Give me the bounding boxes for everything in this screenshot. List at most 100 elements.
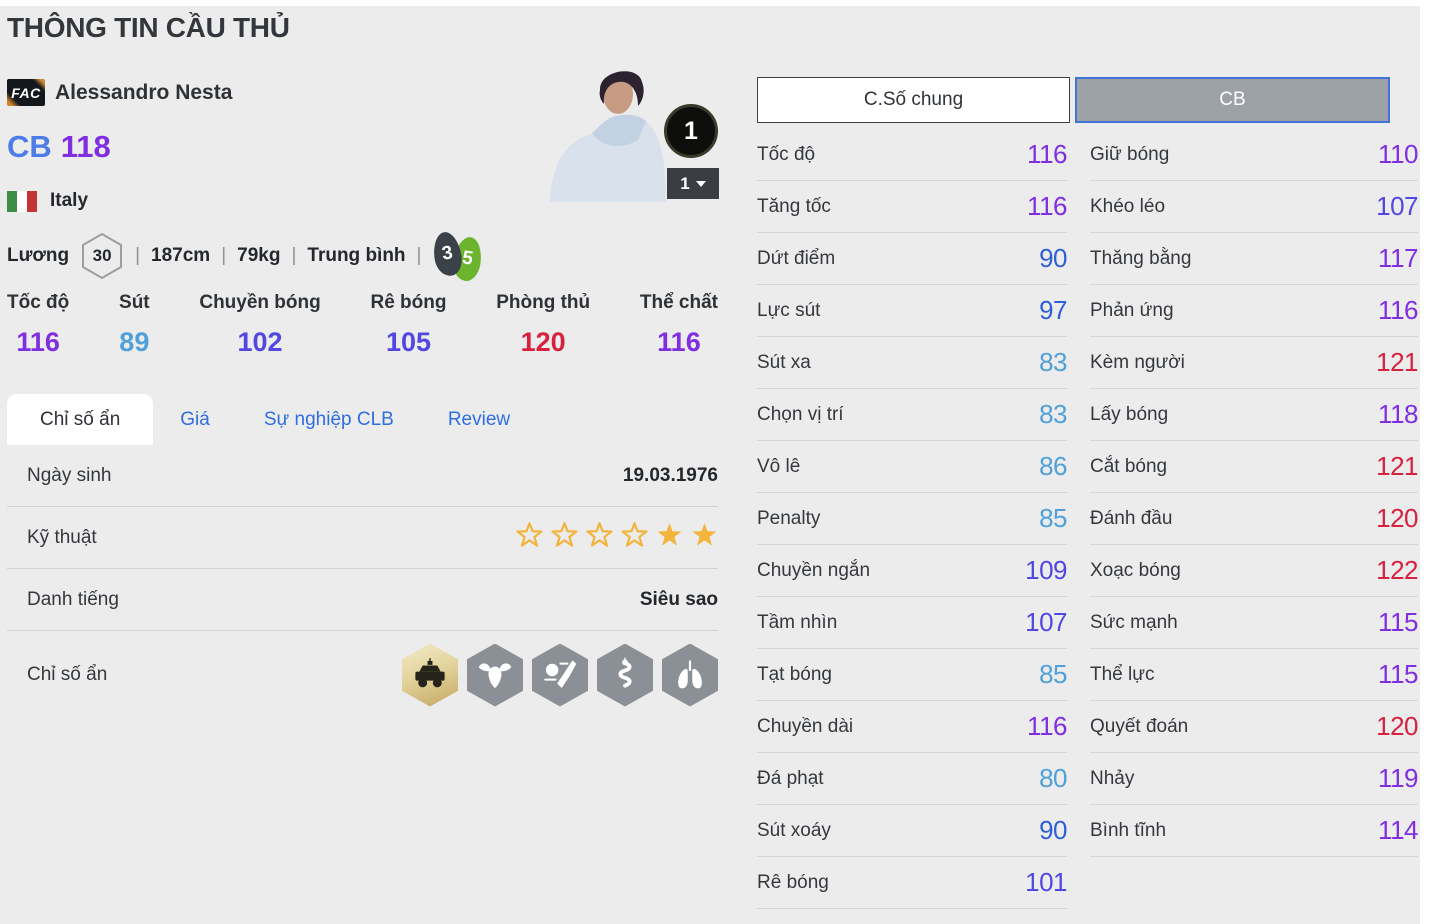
stat-label: Dứt điểm (757, 247, 836, 269)
detail-tab-general[interactable]: C.Số chung (757, 77, 1070, 123)
stat-label: Khéo léo (1090, 195, 1166, 217)
stat-label: Đánh đầu (1090, 507, 1173, 529)
foot-skill-label: Trung bình (307, 245, 406, 266)
tab-price[interactable]: Giá (180, 408, 210, 430)
stat-row: Thể lực 115 (1090, 649, 1418, 701)
nation-row: Italy (7, 190, 88, 212)
content-area (0, 6, 1420, 924)
hidden-traits-label: Chỉ số ẩn (27, 664, 108, 685)
summary-stat-value: 120 (520, 327, 566, 357)
stat-value: 107 (1376, 191, 1418, 221)
stat-row: Tầm nhìn 107 (757, 597, 1067, 649)
summary-stat-label: Thể chất (639, 292, 718, 313)
fame-value: Siêu sao (639, 588, 718, 610)
stat-row: Thăng bằng 117 (1090, 233, 1418, 285)
fac-badge-icon: FAC (7, 79, 45, 106)
stat-row: Phản ứng 116 (1090, 285, 1418, 337)
stat-value: 121 (1376, 451, 1418, 481)
stat-label: Chuyền dài (757, 715, 854, 737)
stat-value: 120 (1376, 503, 1418, 533)
player-portrait-image (550, 71, 666, 202)
stat-row: Chọn vị trí 83 (757, 389, 1067, 441)
stat-label: Nhảy (1090, 767, 1135, 789)
stat-value: 121 (1376, 347, 1418, 377)
player-name: Alessandro Nesta (55, 80, 233, 104)
stat-row: Vô lê 86 (757, 441, 1067, 493)
star-outline-icon (516, 521, 543, 554)
tab-club-career[interactable]: Sự nghiệp CLB (263, 408, 394, 430)
skill-row: Kỹ thuật (7, 507, 718, 569)
hidden-trait-icons (402, 643, 718, 707)
hidden-traits-row: Chỉ số ẩn (7, 631, 718, 719)
stat-row: Tốc độ 116 (757, 129, 1067, 181)
stat-value: 117 (1378, 243, 1418, 273)
stat-label: Đá phạt (757, 767, 824, 789)
stat-row: Đánh đầu 120 (1090, 493, 1418, 545)
stat-label: Lực sút (757, 299, 821, 321)
stat-value: 101 (1025, 867, 1067, 897)
stat-row: Nhảy 119 (1090, 753, 1418, 805)
stat-label: Tốc độ (757, 143, 816, 165)
stat-row: Xoạc bóng 122 (1090, 545, 1418, 597)
detail-tab-buttons: C.Số chung CB (757, 77, 1390, 123)
stat-row: Lấy bóng 118 (1090, 389, 1418, 441)
stat-value: 80 (1039, 763, 1067, 793)
stat-value: 116 (1027, 139, 1067, 169)
separator: | (291, 245, 297, 266)
stat-row: Kèm người 121 (1090, 337, 1418, 389)
stat-value: 116 (1378, 295, 1418, 325)
tab-review[interactable]: Review (447, 408, 511, 430)
stat-row: Đá phạt 80 (757, 753, 1067, 805)
summary-stat-label: Phòng thủ (496, 292, 591, 313)
star-outline-icon (551, 521, 578, 554)
stat-label: Bình tĩnh (1090, 819, 1167, 841)
separator: | (221, 245, 227, 266)
stat-row: Sút xa 83 (757, 337, 1067, 389)
stat-label: Quyết đoán (1090, 715, 1189, 737)
stat-row: Lực sút 97 (757, 285, 1067, 337)
stat-value: 118 (1378, 399, 1418, 429)
stat-label: Thăng bằng (1090, 247, 1192, 269)
stat-label: Phản ứng (1090, 299, 1174, 321)
stat-label: Sức mạnh (1090, 611, 1178, 633)
summary-stat-label: Sút (119, 292, 150, 313)
stat-label: Tăng tốc (757, 195, 831, 217)
tab-hidden-stats[interactable]: Chỉ số ẩn (7, 394, 154, 445)
weight-value: 79kg (237, 245, 281, 266)
player-photo: 1 1 (538, 56, 720, 203)
summary-stat: Rê bóng 105 (370, 292, 446, 358)
italy-flag-icon (7, 190, 37, 212)
separator: | (135, 245, 141, 266)
stat-value: 90 (1039, 815, 1067, 845)
stat-value: 116 (1027, 711, 1067, 741)
stat-row: Rê bóng 101 (757, 857, 1067, 909)
grade-dropdown-value: 1 (680, 173, 690, 193)
chevron-down-icon (695, 180, 706, 187)
detail-tab-cb[interactable]: CB (1075, 77, 1390, 123)
salary-value: 30 (92, 246, 112, 265)
stat-value: 114 (1378, 815, 1418, 845)
stat-row: Bình tĩnh 114 (1090, 805, 1418, 857)
police-car-icon (402, 643, 458, 707)
stat-label: Rê bóng (757, 871, 829, 893)
stat-value: 115 (1378, 659, 1418, 689)
stat-value: 97 (1039, 295, 1067, 325)
hidden-info-table: Ngày sinh 19.03.1976 Kỹ thuật Danh tiếng… (7, 445, 718, 719)
stat-row: Dứt điểm 90 (757, 233, 1067, 285)
buffalo-icon (467, 643, 523, 707)
star-filled-icon (656, 522, 683, 554)
stat-value: 86 (1039, 451, 1067, 481)
overall-rating: 118 (60, 129, 111, 164)
salary-badge: 30 (80, 232, 124, 280)
stat-value: 85 (1039, 659, 1067, 689)
grade-dropdown[interactable]: 1 (667, 168, 719, 199)
summary-stat-label: Tốc độ (7, 292, 70, 313)
summary-stat: Thể chất 116 (640, 292, 718, 358)
summary-stat-value: 89 (119, 327, 150, 357)
stat-row: Chuyền dài 116 (757, 701, 1067, 753)
stat-value: 122 (1376, 555, 1418, 585)
stat-label: Sút xoáy (757, 819, 831, 841)
player-meta-row: Lương 30 | 187cm | 79kg | Trung bình | 3… (7, 229, 485, 283)
summary-stat-value: 116 (657, 327, 701, 357)
